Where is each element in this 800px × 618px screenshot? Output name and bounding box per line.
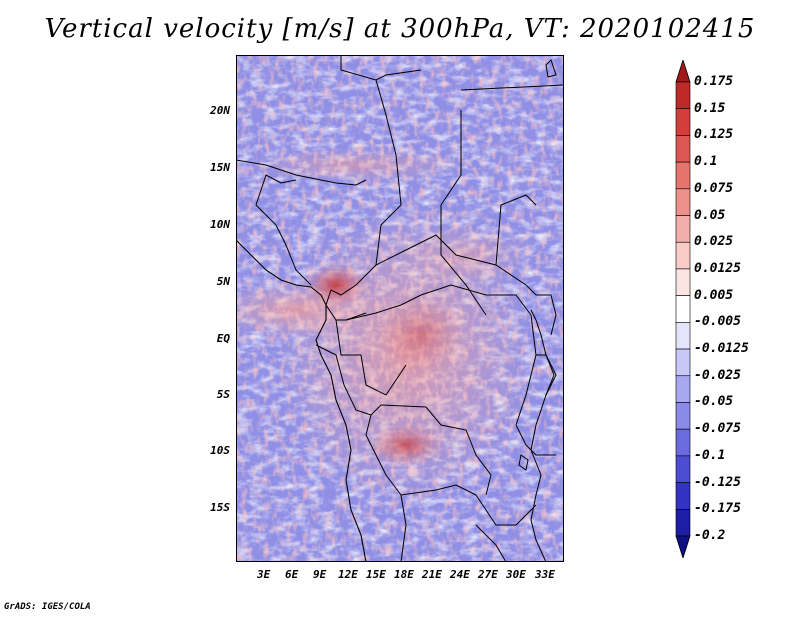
colorbar-label: 0.175 — [694, 74, 734, 89]
colorbar-swatch — [675, 322, 691, 350]
lat-label-5n: 5N — [216, 275, 230, 288]
lat-label-10s: 10S — [210, 444, 230, 457]
colorbar-swatch — [675, 268, 691, 296]
lat-label-20n: 20N — [210, 104, 230, 117]
map-title: Vertical velocity [m/s] at 300hPa, VT: 2… — [44, 14, 756, 44]
colorbar-label: 0.1 — [694, 154, 718, 170]
vertical-velocity-map — [236, 55, 564, 562]
colorbar-swatch — [675, 188, 691, 216]
colorbar-swatch — [675, 108, 691, 136]
lon-label-18e: 18E — [394, 568, 414, 581]
strong-updraft-cameroon — [304, 263, 368, 307]
colorbar-swatch — [675, 375, 691, 403]
colorbar-max-arrow — [675, 60, 691, 83]
colorbar-label: -0.175 — [694, 501, 741, 517]
colorbar-swatch — [675, 428, 691, 457]
lat-label-5s: 5S — [216, 388, 230, 401]
colorbar-label: -0.125 — [694, 474, 741, 490]
colorbar-label: 0.005 — [694, 287, 734, 303]
colorbar-label: 0.0125 — [694, 260, 741, 276]
lon-label-33e: 33E — [535, 568, 555, 581]
colorbar-label: 0.05 — [694, 207, 726, 223]
colorbar-label: 0.025 — [694, 234, 734, 250]
strong-updraft-angola — [368, 423, 444, 467]
footer-credit: GrADS: IGES/COLA — [4, 602, 91, 612]
colorbar-swatch — [675, 295, 691, 323]
colorbar-label: -0.2 — [694, 528, 726, 543]
lon-label-27e: 27E — [478, 568, 498, 581]
colorbar-swatch — [675, 402, 691, 430]
lon-label-24e: 24E — [450, 568, 470, 581]
lakes-and-east-coast — [530, 309, 555, 562]
colorbar-label: -0.1 — [694, 447, 726, 463]
colorbar-label: 0.075 — [694, 180, 734, 196]
lon-label-9e: 9E — [313, 568, 327, 581]
lon-label-6e: 6E — [285, 568, 299, 581]
colorbar-swatch — [675, 135, 691, 163]
colorbar-swatch — [675, 455, 691, 483]
lon-label-21e: 21E — [422, 568, 442, 581]
colorbar-label: 0.15 — [694, 100, 726, 116]
lon-label-12e: 12E — [338, 568, 358, 581]
colorbar-label: -0.0125 — [694, 341, 749, 357]
coastline — [236, 239, 367, 562]
colorbar-label: -0.025 — [694, 367, 741, 383]
lon-label-15e: 15E — [366, 568, 386, 581]
colorbar-swatch — [675, 348, 691, 377]
lon-label-3e: 3E — [257, 568, 271, 581]
lon-label-30e: 30E — [506, 568, 526, 581]
colorbar-swatch — [675, 81, 691, 110]
colorbar-swatch — [675, 161, 691, 190]
colorbar-label: -0.05 — [694, 394, 734, 410]
colorbar-swatch — [675, 241, 691, 270]
colorbar-swatch — [675, 508, 691, 537]
lat-label-10n: 10N — [210, 218, 230, 231]
lat-label-15s: 15S — [210, 501, 230, 514]
lat-label-eq: EQ — [216, 332, 230, 345]
colorbar — [675, 60, 691, 558]
colorbar-swatch — [675, 482, 691, 510]
colorbar-min-arrow — [675, 535, 691, 558]
lat-label-15n: 15N — [210, 161, 230, 174]
map-border — [236, 55, 564, 562]
colorbar-label: -0.075 — [694, 421, 741, 437]
colorbar-label: 0.125 — [694, 127, 734, 143]
colorbar-label: -0.005 — [694, 314, 741, 330]
country-borders — [236, 55, 564, 562]
colorbar-swatch — [675, 215, 691, 243]
